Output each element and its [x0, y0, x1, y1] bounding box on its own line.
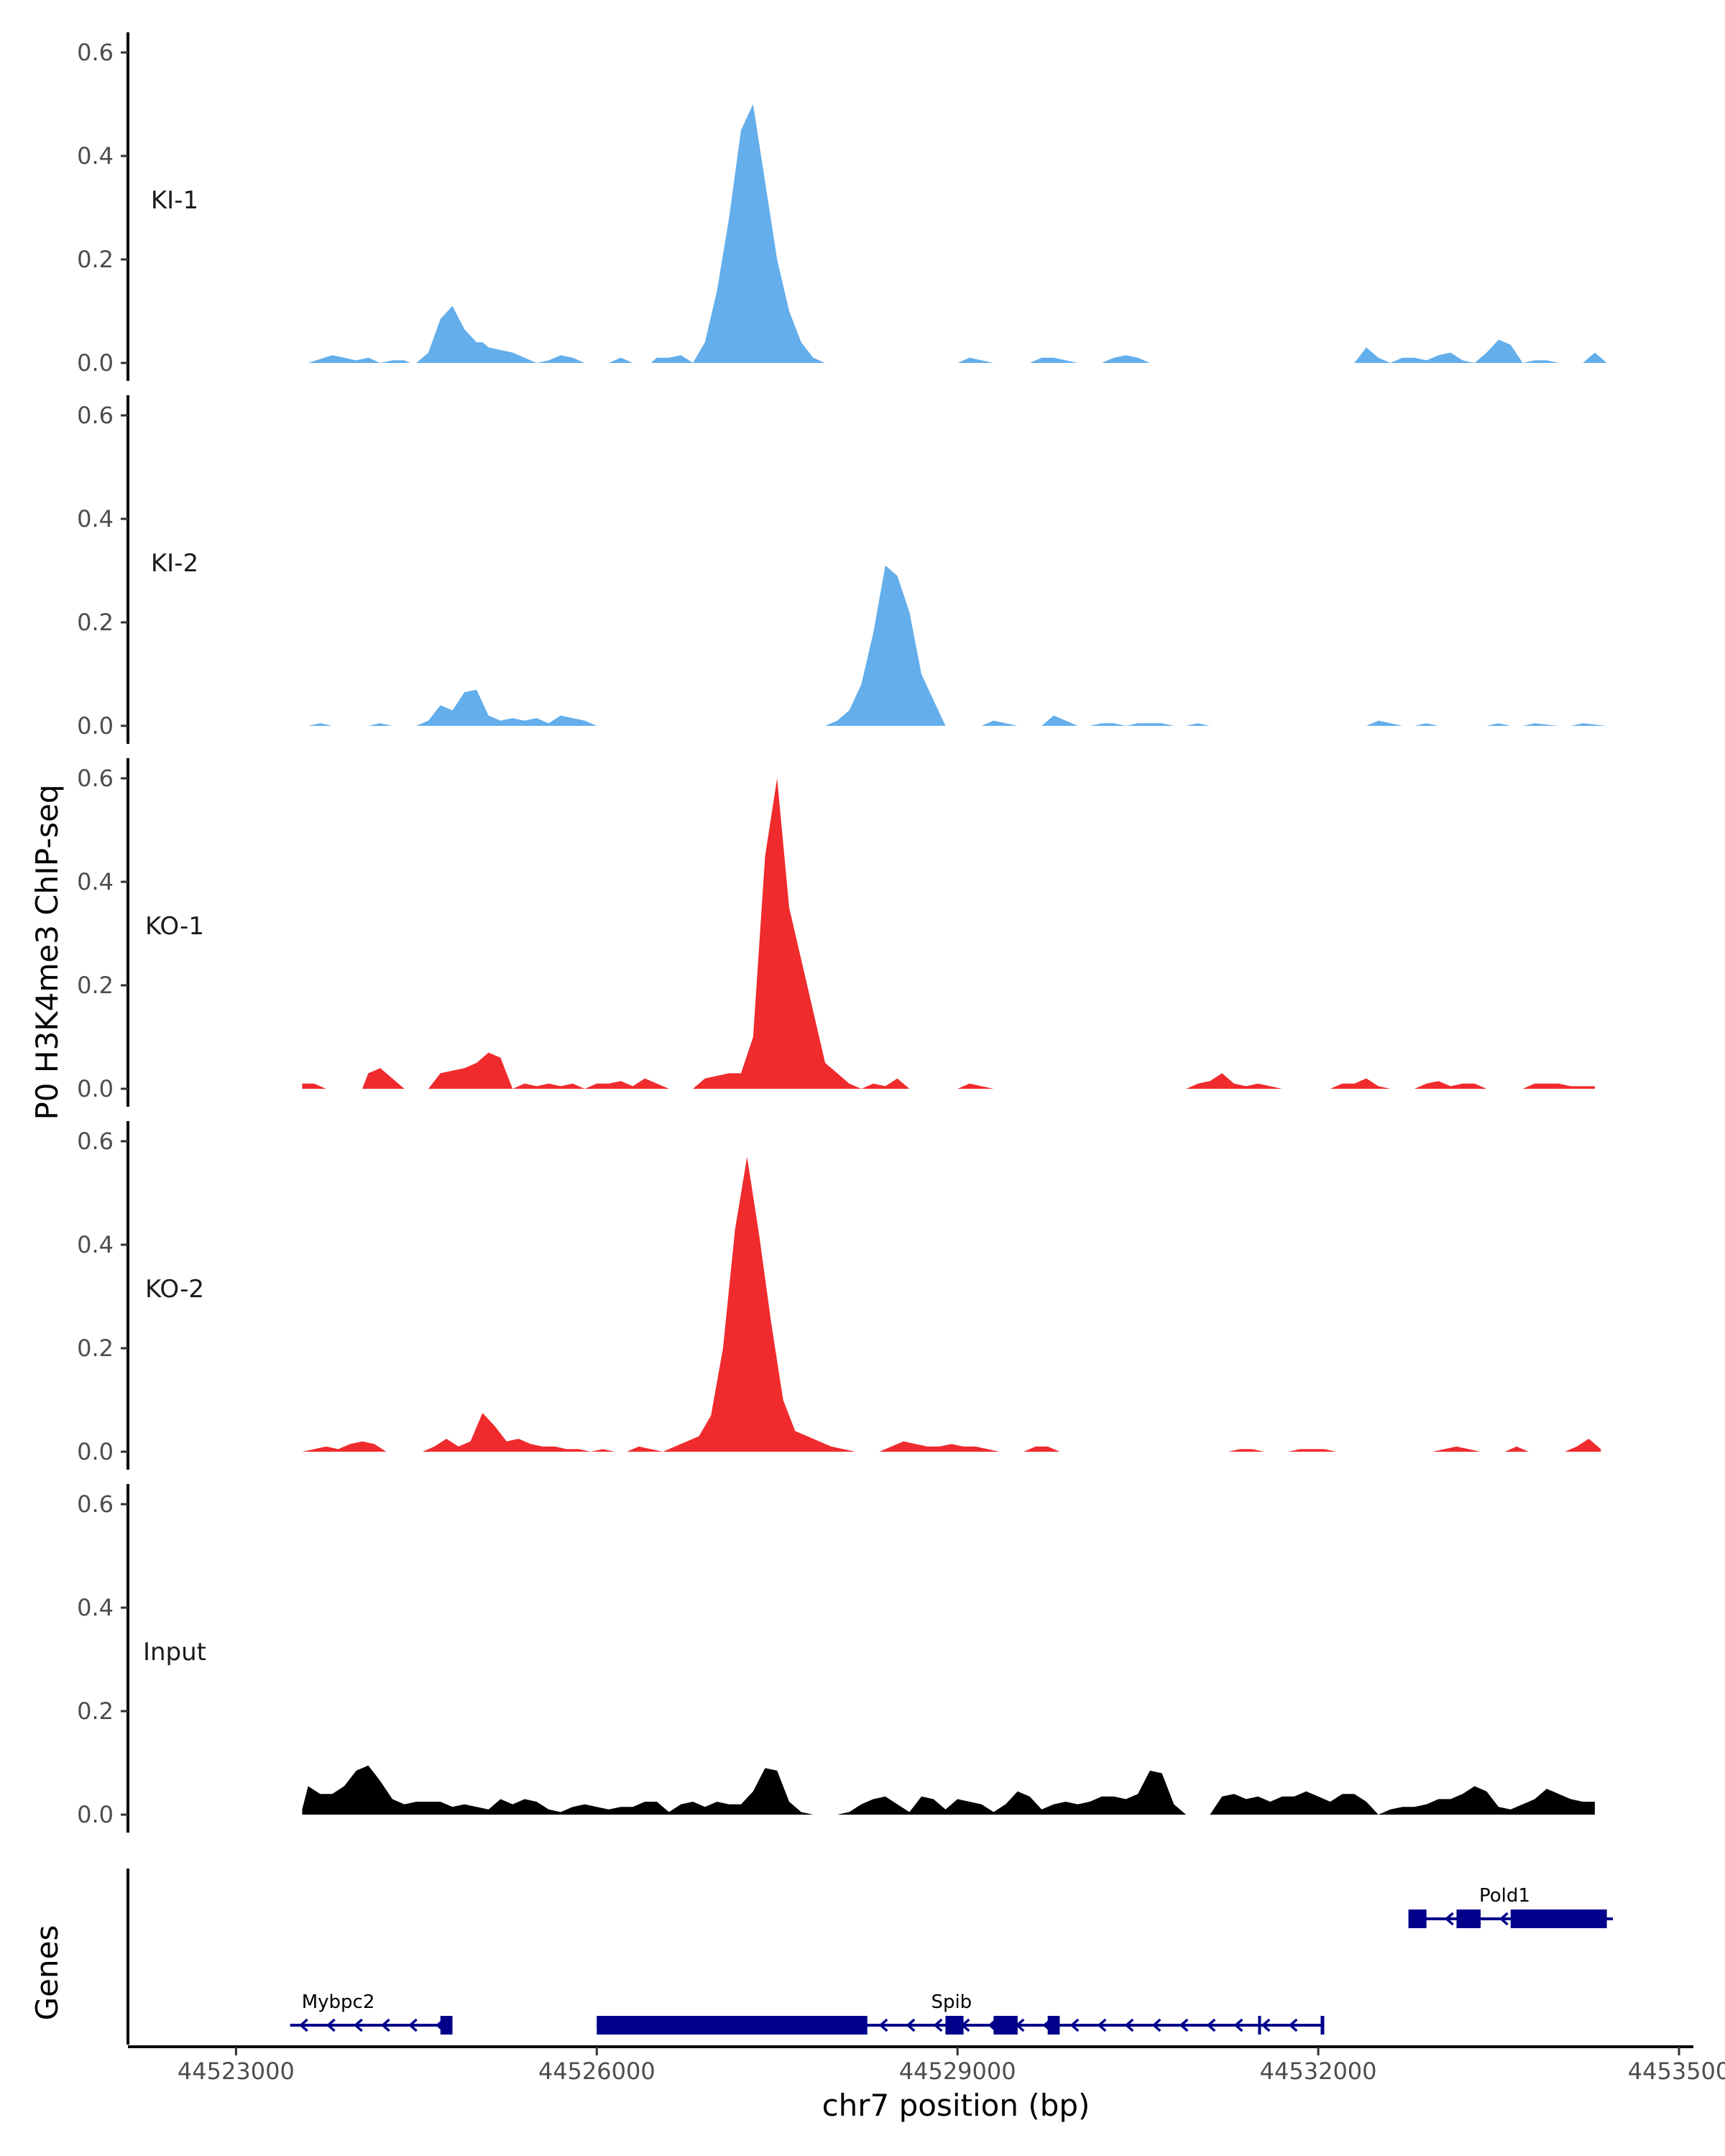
y-tick-label: 0.2: [77, 1697, 114, 1725]
strand-arrow: [1444, 1912, 1454, 1926]
x-axis-title: chr7 position (bp): [822, 2088, 1090, 2123]
exon: [440, 2016, 453, 2035]
strand-arrow: [1097, 2018, 1107, 2032]
y-tick-label: 0.6: [77, 39, 114, 66]
gene-spib: Spib: [597, 1991, 1325, 2035]
y-tick-label: 0.2: [77, 246, 114, 273]
x-tick-label: 44526000: [538, 2058, 656, 2085]
strand-arrow: [1151, 2018, 1162, 2032]
strand-arrow: [1179, 2018, 1189, 2032]
track-ki-2: 0.0 0.2 0.4 0.6 KI-2: [77, 395, 1607, 744]
exon: [1408, 1909, 1427, 1928]
strand-arrow: [1499, 1912, 1509, 1926]
coverage-area-ki-1: [308, 104, 1607, 363]
x-tick-label: 44523000: [178, 2058, 295, 2085]
gene-label: Spib: [931, 1991, 972, 2013]
exon: [597, 2016, 868, 2035]
gene-mybpc2: Mybpc2: [290, 1991, 453, 2035]
coverage-area-ki-2: [308, 565, 1607, 726]
gene-label: Pold1: [1479, 1885, 1530, 1907]
strand-arrow: [299, 2018, 308, 2032]
genes-panel-title: Genes: [29, 1925, 65, 2021]
track-ko-1: 0.0 0.2 0.4 0.6 KO-1: [77, 758, 1595, 1107]
coverage-area-input: [302, 1765, 1595, 1815]
strand-arrow: [878, 2018, 888, 2032]
track-label: Input: [143, 1638, 206, 1667]
y-tick-label: 0.6: [77, 1128, 114, 1155]
exon: [1456, 1909, 1481, 1928]
strand-arrow: [381, 2018, 390, 2032]
y-tick-label: 0.2: [77, 972, 114, 999]
strand-arrow: [1233, 2018, 1243, 2032]
coverage-area-ko-1: [302, 778, 1595, 1089]
strand-arrow: [1261, 2018, 1271, 2032]
x-axis: 44523000 44526000 44529000 44532000 4453500: [128, 2045, 1725, 2085]
y-tick-label: 0.4: [77, 1231, 114, 1258]
exon: [1258, 2016, 1261, 2035]
gene-pold1: Pold1: [1408, 1885, 1613, 1928]
x-tick-label: 44532000: [1260, 2058, 1377, 2085]
y-tick-label: 0.0: [77, 1075, 114, 1102]
exon: [945, 2016, 964, 2035]
strand-arrow: [1206, 2018, 1216, 2032]
tracks-layer: 0.00.20.40.6KI-10.00.20.40.6KI-20.00.20.…: [77, 32, 1607, 1833]
strand-arrow: [906, 2018, 916, 2032]
exon: [1047, 2016, 1060, 2035]
y-tick-label: 0.0: [77, 712, 114, 740]
y-tick-label: 0.4: [77, 1594, 114, 1621]
strand-arrow: [354, 2018, 363, 2032]
track-ki-1: 0.0 0.2 0.4 0.6 KI-1: [77, 32, 1607, 381]
y-tick-label: 0.4: [77, 505, 114, 533]
y-tick-label: 0.6: [77, 1491, 114, 1518]
y-axis-title: P0 H3K4me3 ChIP-seq: [29, 784, 65, 1120]
strand-arrow: [326, 2018, 336, 2032]
coverage-area-ko-2: [302, 1156, 1601, 1452]
x-tick-label: 44529000: [899, 2058, 1016, 2085]
y-tick-label: 0.2: [77, 1335, 114, 1362]
genes-layer: Mybpc2 Spib Pold1: [126, 1869, 1613, 2045]
track-input: 0.0 0.2 0.4 0.6 Input: [77, 1484, 1595, 1833]
exon: [1320, 2016, 1325, 2035]
exon: [993, 2016, 1018, 2035]
gene-label: Mybpc2: [302, 1991, 375, 2013]
strand-arrow: [1288, 2018, 1298, 2032]
strand-arrow: [408, 2018, 418, 2032]
y-tick-label: 0.4: [77, 868, 114, 895]
y-tick-label: 0.0: [77, 1801, 114, 1828]
y-tick-label: 0.4: [77, 142, 114, 170]
x-tick-label: 4453500: [1628, 2058, 1725, 2085]
strand-arrow: [933, 2018, 943, 2032]
track-ko-2: 0.0 0.2 0.4 0.6 KO-2: [77, 1121, 1601, 1470]
y-tick-label: 0.0: [77, 1438, 114, 1465]
y-tick-label: 0.0: [77, 349, 114, 377]
track-label: KI-2: [151, 549, 198, 578]
track-label: KO-2: [145, 1275, 204, 1304]
track-label: KI-1: [151, 186, 198, 215]
exon: [1510, 1909, 1607, 1928]
y-tick-label: 0.6: [77, 765, 114, 792]
y-tick-label: 0.6: [77, 402, 114, 429]
strand-arrow: [1070, 2018, 1080, 2032]
strand-arrow: [1124, 2018, 1134, 2032]
y-tick-label: 0.2: [77, 609, 114, 636]
track-label: KO-1: [145, 912, 204, 941]
